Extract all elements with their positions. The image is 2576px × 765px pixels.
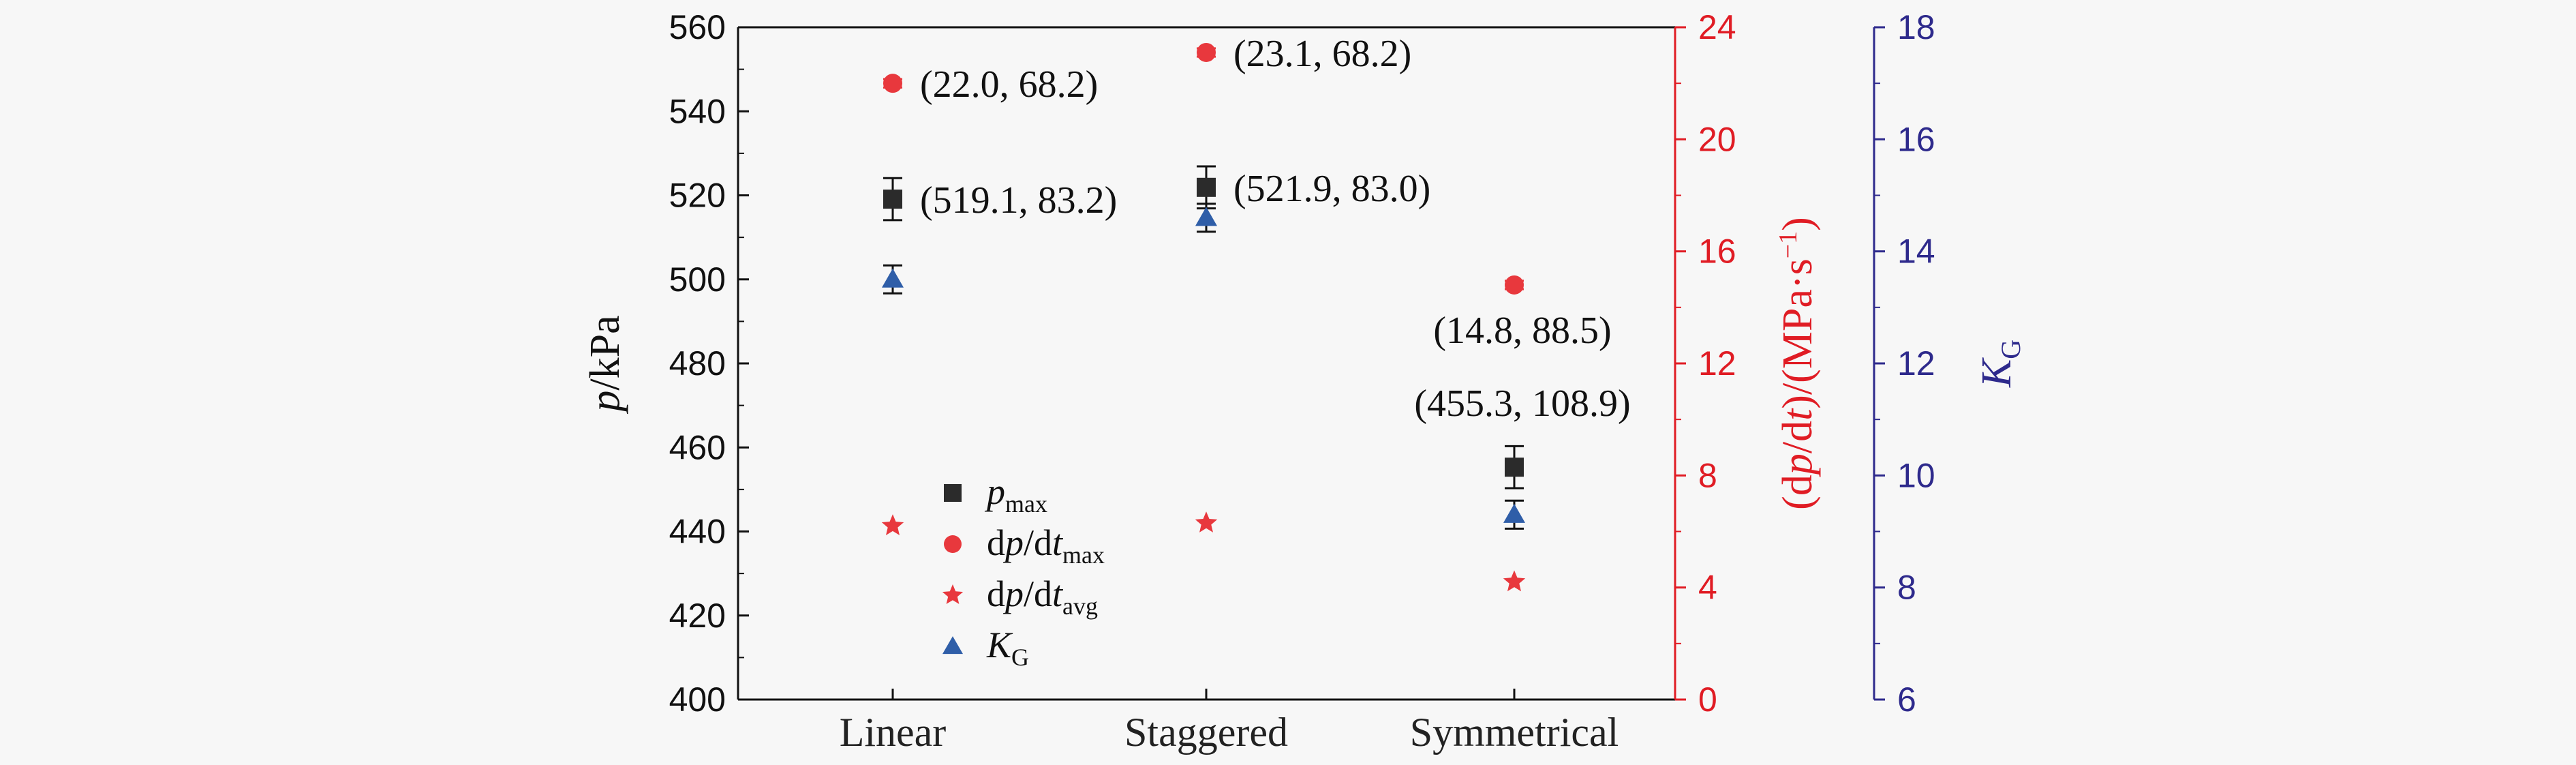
red-tick-label: 24 bbox=[1698, 8, 1736, 46]
left-tick-label: 440 bbox=[669, 513, 726, 551]
legend-label-part: t bbox=[1052, 522, 1064, 563]
annotation-label: (23.1, 68.2) bbox=[1233, 33, 1411, 75]
legend-label-part: p bbox=[984, 471, 1005, 512]
red-axis-title-part: p bbox=[1775, 453, 1821, 477]
data-point-circle bbox=[1197, 42, 1216, 62]
legend-label-part: /d bbox=[1024, 573, 1052, 614]
series-1 bbox=[883, 42, 1524, 295]
blue-tick-label: 16 bbox=[1897, 120, 1935, 158]
annotation-label: (519.1, 83.2) bbox=[920, 179, 1117, 222]
legend-label-part: d bbox=[987, 522, 1005, 563]
blue-tick-label: 10 bbox=[1897, 456, 1935, 494]
blue-tick-label: 12 bbox=[1897, 344, 1935, 382]
legend-label-part: K bbox=[986, 625, 1013, 665]
blue-axis-title: KG bbox=[1974, 340, 2026, 388]
legend-label-sub: G bbox=[1011, 644, 1029, 671]
x-tick-label-symmetrical: Symmetrical bbox=[1410, 710, 1619, 755]
legend-item: pmax bbox=[944, 471, 1047, 518]
x-tick-label-linear: Linear bbox=[840, 710, 947, 755]
red-axis-title-part: t bbox=[1775, 408, 1821, 421]
red-tick-label: 8 bbox=[1698, 456, 1717, 494]
left-tick-label: 480 bbox=[669, 344, 726, 382]
legend-item: KG bbox=[942, 625, 1029, 671]
legend-marker-star bbox=[942, 584, 964, 604]
left-tick-label: 400 bbox=[669, 680, 726, 719]
red-axis-title-part: )/(MPa·s bbox=[1775, 258, 1821, 408]
red-axis-title-sup: −1 bbox=[1774, 231, 1803, 258]
legend-marker-triangle bbox=[942, 636, 963, 655]
red-tick-label: 4 bbox=[1698, 569, 1717, 607]
red-tick-label: 0 bbox=[1698, 680, 1717, 719]
data-point-star bbox=[881, 514, 904, 535]
red-tick-label: 20 bbox=[1698, 120, 1736, 158]
blue-axis-title-k: K bbox=[1974, 357, 2020, 388]
legend-label-sub: max bbox=[1062, 541, 1105, 569]
left-axis-title-p: p bbox=[582, 391, 628, 415]
legend-marker-circle bbox=[944, 535, 962, 553]
annotation-label: (22.0, 68.2) bbox=[920, 63, 1098, 106]
data-point-star bbox=[1195, 511, 1218, 532]
legend-item: dp/dtavg bbox=[942, 573, 1098, 620]
legend-label: dp/dtavg bbox=[987, 573, 1098, 620]
x-tick-label-staggered: Staggered bbox=[1124, 710, 1288, 755]
legend-label: pmax bbox=[984, 471, 1047, 518]
left-tick-label: 540 bbox=[669, 92, 726, 130]
series-2 bbox=[881, 511, 1526, 592]
legend-label: dp/dtmax bbox=[987, 522, 1105, 569]
legend-label: KG bbox=[986, 625, 1029, 671]
red-tick-label: 16 bbox=[1698, 232, 1736, 271]
legend-item: dp/dtmax bbox=[944, 522, 1105, 569]
legend-label-part: t bbox=[1052, 573, 1064, 614]
series-group bbox=[881, 42, 1526, 592]
left-tick-label: 500 bbox=[669, 260, 726, 299]
series-0 bbox=[883, 165, 1524, 490]
legend-label-part: p bbox=[1002, 522, 1024, 563]
blue-axis-title-sub: G bbox=[1995, 340, 2026, 359]
series-3 bbox=[882, 202, 1525, 530]
left-tick-label: 460 bbox=[669, 428, 726, 466]
data-point-circle bbox=[883, 74, 902, 93]
red-axis-title-part: ) bbox=[1775, 217, 1821, 231]
left-axis-title: p/kPa bbox=[582, 315, 628, 414]
legend-label-part: d bbox=[987, 573, 1005, 614]
data-point-triangle bbox=[882, 268, 904, 288]
red-axis-title: (dp/dt)/(MPa·s−1) bbox=[1774, 217, 1821, 510]
legend-label-part: /d bbox=[1024, 522, 1052, 563]
left-tick-label: 420 bbox=[669, 597, 726, 635]
red-axis-title-part: (d bbox=[1775, 475, 1821, 510]
left-tick-label: 560 bbox=[669, 8, 726, 46]
data-point-square bbox=[1505, 457, 1524, 477]
data-point-circle bbox=[1505, 275, 1524, 295]
annotation-label: (521.9, 83.0) bbox=[1233, 168, 1430, 210]
legend-label-sub: max bbox=[1005, 490, 1047, 518]
axes-group: 400 420 440 460 480 500 520 540 560 0 4 8 12 16 20 24 6 8… bbox=[582, 8, 2026, 755]
blue-tick-label: 6 bbox=[1897, 680, 1916, 719]
red-tick-label: 12 bbox=[1698, 344, 1736, 382]
legend-label-part: p bbox=[1002, 573, 1024, 614]
left-tick-label: 520 bbox=[669, 177, 726, 215]
legend-label-sub: avg bbox=[1062, 592, 1098, 620]
annotation-label: (455.3, 108.9) bbox=[1414, 382, 1630, 425]
annotation-label: (14.8, 88.5) bbox=[1433, 310, 1611, 352]
blue-tick-label: 8 bbox=[1897, 569, 1916, 607]
annotations-group: (22.0, 68.2) (519.1, 83.2) (23.1, 68.2) (52… bbox=[920, 33, 1631, 425]
data-point-square bbox=[883, 190, 902, 209]
data-point-triangle bbox=[1195, 207, 1217, 226]
legend-marker-square bbox=[944, 484, 962, 502]
data-point-triangle bbox=[1503, 503, 1525, 523]
blue-tick-label: 14 bbox=[1897, 232, 1935, 271]
data-point-square bbox=[1197, 177, 1216, 197]
left-axis-title-unit: /kPa bbox=[582, 315, 628, 390]
blue-tick-label: 18 bbox=[1897, 8, 1935, 46]
red-axis-title-part: /d bbox=[1775, 421, 1821, 453]
data-point-star bbox=[1503, 570, 1526, 592]
